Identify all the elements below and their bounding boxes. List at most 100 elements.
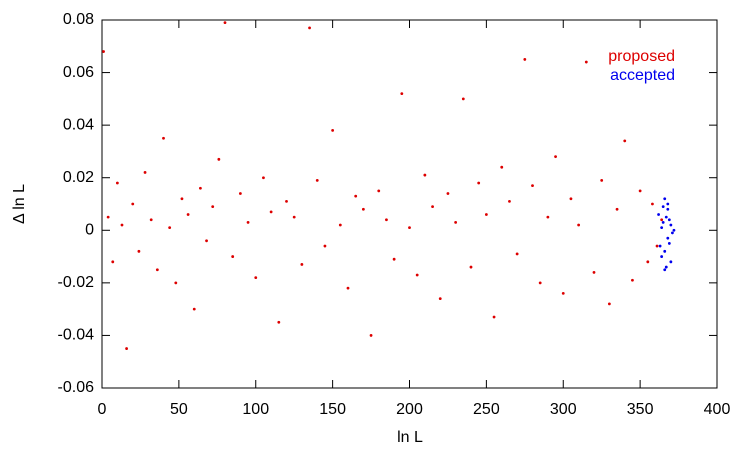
legend-entry: accepted — [610, 67, 675, 84]
point — [500, 165, 504, 169]
x-tick-label: 150 — [319, 401, 346, 418]
point — [223, 21, 227, 25]
point — [361, 207, 365, 211]
point — [315, 178, 319, 182]
point — [538, 281, 542, 285]
point — [155, 268, 159, 272]
point — [300, 263, 304, 266]
x-tick-label: 350 — [627, 401, 654, 418]
x-tick-label: 200 — [396, 401, 423, 418]
y-tick-label: -0.02 — [58, 274, 95, 291]
y-tick-label: -0.06 — [58, 379, 95, 396]
point — [423, 173, 427, 177]
point — [651, 202, 654, 206]
point — [508, 199, 511, 203]
point — [180, 197, 184, 201]
point — [168, 226, 172, 230]
point — [664, 215, 668, 219]
point — [346, 286, 350, 290]
point — [666, 236, 670, 240]
point — [125, 347, 128, 350]
point — [211, 205, 215, 209]
point — [663, 197, 667, 201]
point — [217, 157, 221, 161]
legend-entry: proposed — [608, 48, 675, 65]
y-tick-label: 0.06 — [63, 64, 94, 81]
point — [392, 257, 396, 261]
point — [607, 302, 611, 306]
point — [292, 215, 296, 219]
point — [254, 276, 258, 279]
point — [137, 249, 141, 253]
point — [238, 192, 242, 195]
point — [162, 136, 165, 140]
point — [600, 178, 604, 182]
point — [369, 334, 373, 337]
point — [186, 213, 190, 216]
point — [669, 223, 673, 227]
point — [660, 255, 664, 258]
point — [438, 297, 442, 301]
point — [262, 176, 265, 180]
point — [615, 207, 619, 211]
point — [515, 252, 519, 256]
point — [477, 181, 481, 185]
point — [111, 260, 115, 264]
point — [385, 218, 388, 222]
point — [308, 26, 311, 30]
point — [531, 184, 534, 188]
point — [269, 210, 273, 214]
point — [664, 265, 668, 269]
point — [285, 199, 288, 203]
point — [663, 249, 667, 253]
point — [461, 97, 465, 101]
x-tick-label: 250 — [473, 401, 500, 418]
point — [660, 226, 664, 230]
point — [657, 213, 660, 216]
point — [199, 186, 202, 190]
point — [354, 194, 358, 198]
y-tick-label: 0 — [85, 222, 94, 239]
point — [561, 291, 565, 295]
point — [323, 244, 327, 248]
y-tick-label: 0.08 — [63, 11, 94, 28]
x-tick-label: 50 — [170, 401, 188, 418]
point — [667, 242, 671, 245]
point — [666, 202, 670, 206]
y-tick-label: -0.04 — [58, 327, 95, 344]
point — [246, 221, 250, 224]
point — [638, 189, 642, 193]
point — [120, 223, 124, 227]
point — [192, 307, 196, 311]
point — [661, 205, 665, 209]
point — [492, 315, 496, 319]
y-tick-label: 0.02 — [63, 169, 94, 186]
point — [377, 189, 381, 193]
x-axis-label: ln L — [397, 429, 423, 446]
point — [331, 129, 335, 132]
x-tick-label: 400 — [704, 401, 731, 418]
point — [646, 260, 650, 264]
y-axis-label: Δ ln L — [11, 184, 28, 224]
point — [338, 223, 342, 227]
point — [523, 58, 527, 61]
point — [655, 244, 659, 248]
x-tick-label: 100 — [242, 401, 269, 418]
point — [231, 255, 235, 258]
point — [143, 171, 147, 174]
point — [663, 268, 667, 272]
x-tick-label: 300 — [550, 401, 577, 418]
y-tick-label: 0.04 — [63, 116, 94, 133]
point — [454, 221, 458, 224]
point — [446, 192, 450, 195]
point — [106, 215, 110, 219]
point — [149, 218, 153, 222]
point — [102, 50, 105, 53]
point — [546, 215, 550, 219]
x-tick-label: 0 — [98, 401, 107, 418]
point — [277, 320, 281, 324]
point — [131, 202, 135, 206]
point — [569, 197, 573, 201]
point — [631, 278, 634, 282]
